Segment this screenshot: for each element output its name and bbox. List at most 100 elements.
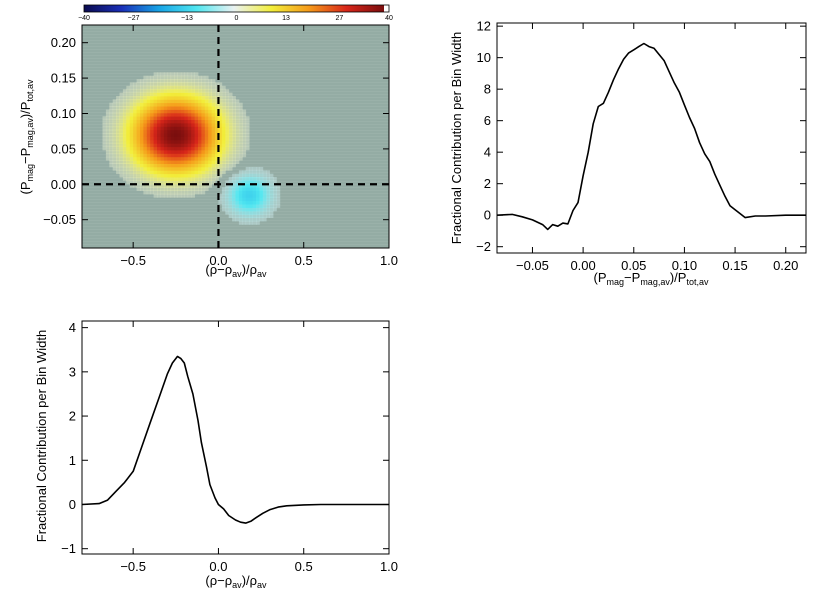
heatmap-cell <box>167 82 172 87</box>
heatmap-cell <box>218 173 223 178</box>
heatmap-cell <box>249 180 253 185</box>
heatmap-cell <box>170 75 175 80</box>
heatmap-cell <box>119 143 124 148</box>
heatmap-cell <box>215 129 219 134</box>
heatmap-cell <box>201 85 206 90</box>
heatmap-cell <box>228 197 233 202</box>
heatmap-cell <box>245 207 250 212</box>
heatmap-cell <box>146 143 151 148</box>
heatmap-cell <box>140 102 144 107</box>
heatmap-cell <box>184 99 189 104</box>
heatmap-cell <box>225 190 230 195</box>
heatmap-cell <box>198 85 202 90</box>
heatmap-cell <box>211 166 216 171</box>
heatmap-cell <box>191 136 195 141</box>
heatmap-cell <box>208 133 212 137</box>
heatmap-cell <box>170 72 175 77</box>
heatmap-cell <box>208 92 212 97</box>
heatmap-cell <box>259 173 264 178</box>
heatmap-cell <box>221 143 226 148</box>
heatmap-cell <box>136 106 141 110</box>
heatmap-cell <box>266 177 270 181</box>
heatmap-cell <box>133 92 137 97</box>
heatmap-cell <box>215 112 219 117</box>
heatmap-cell <box>252 183 257 188</box>
heatmap-cell <box>187 139 192 144</box>
heatmap-cell <box>232 183 236 188</box>
heatmap-cell <box>129 180 134 185</box>
heatmap-cell <box>146 187 151 191</box>
heatmap-y-axis-label: (Pmag−Pmag,av)/Ptot,av <box>18 79 35 194</box>
heatmap-cell <box>201 123 206 127</box>
heatmap-cell <box>177 79 182 83</box>
heatmap-cell <box>174 92 178 97</box>
heatmap-cell <box>140 109 144 114</box>
heatmap-cell <box>163 116 168 120</box>
heatmap-x-axis-label: (ρ−ρav)/ρav <box>205 262 267 279</box>
heatmap-cell <box>126 85 131 90</box>
heatmap-cell <box>167 136 172 141</box>
heatmap-cell <box>140 139 144 144</box>
heatmap-cell <box>116 163 120 168</box>
heatmap-cell <box>194 116 199 120</box>
heatmap-cell <box>174 139 178 144</box>
heatmap-cell <box>235 214 240 218</box>
heatmap-cell <box>252 197 257 202</box>
colorbar-frame <box>83 4 390 13</box>
heatmap-cell <box>153 72 158 77</box>
heatmap-cell <box>218 163 223 168</box>
heatmap-cell <box>221 163 226 168</box>
heatmap-cell <box>136 89 141 93</box>
heatmap-cell <box>242 221 247 225</box>
heatmap-cell <box>228 92 233 97</box>
heatmap-cell <box>208 79 212 83</box>
heatmap-cell <box>194 170 199 175</box>
heatmap-cell <box>201 136 206 141</box>
heatmap-cell <box>119 136 124 141</box>
heatmap-cell <box>180 133 185 137</box>
heatmap-cell <box>146 173 151 178</box>
heatmap-cell <box>174 99 178 104</box>
heatmap-cell <box>184 116 189 120</box>
heatmap-cell <box>262 217 267 222</box>
heatmap-cell <box>215 102 219 107</box>
heatmap-cell <box>150 119 154 124</box>
heatmap-cell <box>180 112 185 117</box>
heatmap-cell <box>180 119 185 124</box>
heatmap-y-tick-label: 0.00 <box>51 177 76 192</box>
heatmap-cell <box>187 82 192 87</box>
heatmap-cell <box>163 112 168 117</box>
heatmap-cell <box>133 180 137 185</box>
heatmap-cell <box>180 79 185 83</box>
heatmap-cell <box>201 96 206 100</box>
heatmap-cell <box>129 163 134 168</box>
heatmap-cell <box>235 99 240 104</box>
heatmap-cell <box>180 92 185 97</box>
heatmap-cell <box>221 187 226 191</box>
heatmap-cell <box>228 106 233 110</box>
heatmap-cell <box>170 116 175 120</box>
heatmap-cell <box>184 160 189 164</box>
heatmap-cell <box>232 133 236 137</box>
heatmap-cell <box>269 180 274 185</box>
heatmap-cell <box>119 119 124 124</box>
heatmap-cell <box>238 102 243 107</box>
heatmap-cell <box>157 170 161 175</box>
heatmap-cell <box>119 116 124 120</box>
heatmap-cell <box>146 82 151 87</box>
heatmap-cell <box>129 126 134 131</box>
heatmap-cell <box>122 143 127 148</box>
heatmap-cell <box>102 136 107 141</box>
heatmap-cell <box>184 153 189 158</box>
heatmap-cell <box>112 153 117 158</box>
heatmap-cell <box>153 106 158 110</box>
heatmap-cell <box>153 89 158 93</box>
heatmap-cell <box>109 119 114 124</box>
heatmap-cell <box>208 143 212 148</box>
heatmap-cell <box>184 146 189 151</box>
heatmap-cell <box>143 156 148 161</box>
heatmap-cell <box>276 200 281 205</box>
heatmap-cell <box>211 160 216 164</box>
heatmap-cell <box>129 139 134 144</box>
heatmap-cell <box>167 85 172 90</box>
